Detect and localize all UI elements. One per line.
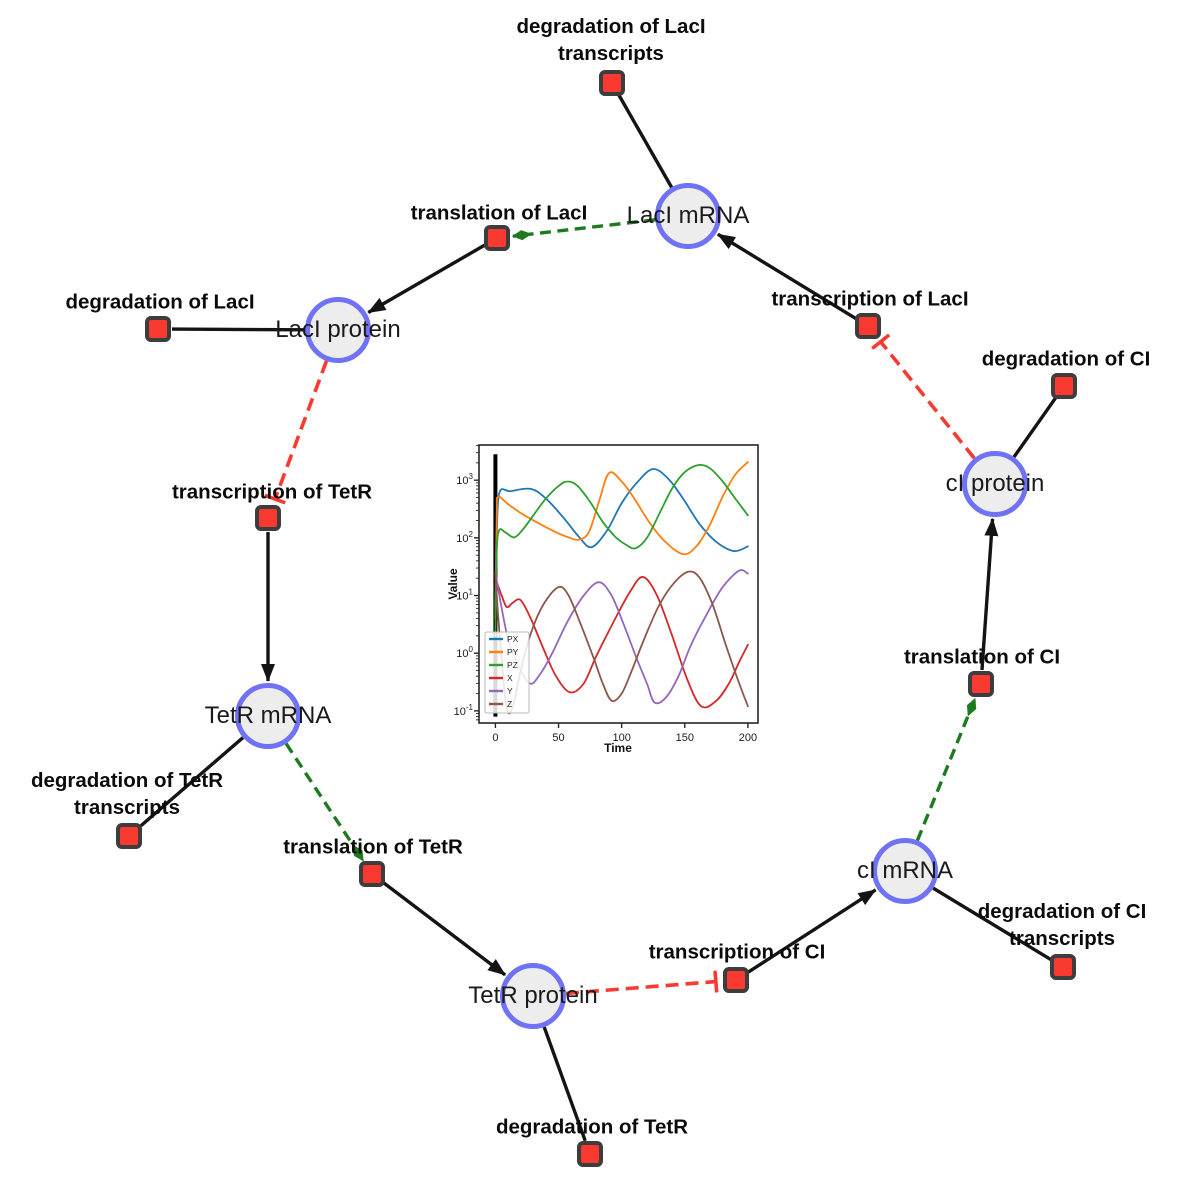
edge-modifier-tetr_mrna-to-transl_tetr	[284, 742, 365, 862]
legend-label-Y: Y	[507, 686, 513, 696]
chart-y-tick-label: 103	[456, 472, 473, 487]
chart-plot-area	[493, 454, 749, 717]
edge-consumption-tetr_mrna-to-deg_tetr_tr	[138, 736, 245, 829]
legend-label-X: X	[507, 673, 513, 683]
species-node-ci_protein[interactable]	[962, 451, 1028, 517]
chart-series-PZ	[494, 463, 749, 637]
species-node-ci_mrna[interactable]	[872, 838, 938, 904]
edge-consumption-ci_protein-to-deg_ci	[1012, 396, 1058, 458]
species-node-tetr_protein[interactable]	[500, 963, 566, 1029]
chart-y-tick-label: 102	[456, 530, 473, 545]
reaction-node-deg_tetr_tr[interactable]	[116, 823, 142, 849]
chart-y-axis-label: Value	[446, 568, 460, 600]
inset-timeseries-chart: 0 50 100 150 200 10-1 100 101 102 103 PX PY PZ XYZ Ti…	[446, 444, 759, 755]
legend-label-PX: PX	[507, 634, 519, 644]
reaction-node-deg_ci_tr[interactable]	[1050, 954, 1076, 980]
edge-inhibition-tetr_protein-to-transcr_ci	[565, 970, 719, 996]
edge-consumption-laci_protein-to-deg_laci	[171, 327, 306, 332]
chart-series-Y	[494, 569, 749, 705]
chart-x-tick-label: 100	[612, 732, 630, 744]
chart-series-PX	[494, 468, 749, 610]
legend-label-Z: Z	[507, 699, 512, 709]
edge-consumption-tetr_protein-to-deg_tetr	[542, 1026, 587, 1142]
chart-y-tick-label: 100	[456, 645, 473, 660]
reaction-node-deg_ci[interactable]	[1051, 373, 1077, 399]
chart-x-tick-label: 0	[492, 732, 498, 744]
edge-consumption-laci_mrna-to-deg_laci_tr	[617, 94, 674, 189]
reaction-node-deg_laci[interactable]	[145, 316, 171, 342]
species-node-laci_protein[interactable]	[305, 297, 371, 363]
chart-y-tick-label: 101	[456, 588, 473, 603]
edge-inhibition-laci_protein-to-transcr_tetr	[264, 360, 329, 505]
chart-series-Z	[494, 570, 749, 715]
legend-label-PZ: PZ	[507, 660, 518, 670]
reaction-node-transl_ci[interactable]	[968, 671, 994, 697]
chart-series-PY	[494, 461, 749, 620]
edge-production-transl_tetr-to-tetr_protein	[382, 881, 507, 977]
chart-y-tick-label: 10-1	[454, 703, 474, 718]
chart-x-tick-label: 200	[739, 732, 757, 744]
reaction-node-deg_laci_tr[interactable]	[599, 70, 625, 96]
edge-production-transcr_laci-to-laci_mrna	[716, 232, 857, 321]
species-node-tetr_mrna[interactable]	[235, 683, 301, 749]
edge-modifier-laci_mrna-to-transl_laci	[511, 218, 656, 241]
chart-frame	[478, 444, 759, 724]
chart-series-X	[494, 576, 749, 709]
edge-consumption-ci_mrna-to-deg_ci_tr	[932, 886, 1052, 962]
reaction-node-transl_laci[interactable]	[484, 225, 510, 251]
chart-x-tick-label: 50	[552, 732, 564, 744]
edge-modifier-ci_mrna-to-transl_ci	[915, 697, 977, 842]
edge-production-transl_ci-to-ci_protein	[980, 517, 999, 671]
reaction-node-transcr_ci[interactable]	[723, 967, 749, 993]
reaction-node-transcr_laci[interactable]	[855, 313, 881, 339]
reaction-node-transcr_tetr[interactable]	[255, 505, 281, 531]
legend-label-PY: PY	[507, 647, 519, 657]
chart-x-tick-label: 150	[676, 732, 694, 744]
reaction-node-transl_tetr[interactable]	[359, 861, 385, 887]
reaction-node-deg_tetr[interactable]	[577, 1141, 603, 1167]
edge-production-transcr_ci-to-ci_mrna	[746, 888, 877, 974]
chart-x-axis-label: Time	[604, 741, 632, 755]
edge-production-transl_laci-to-laci_protein	[367, 243, 486, 314]
edge-inhibition-ci_protein-to-transcr_laci	[871, 333, 976, 460]
species-node-laci_mrna[interactable]	[655, 183, 721, 249]
